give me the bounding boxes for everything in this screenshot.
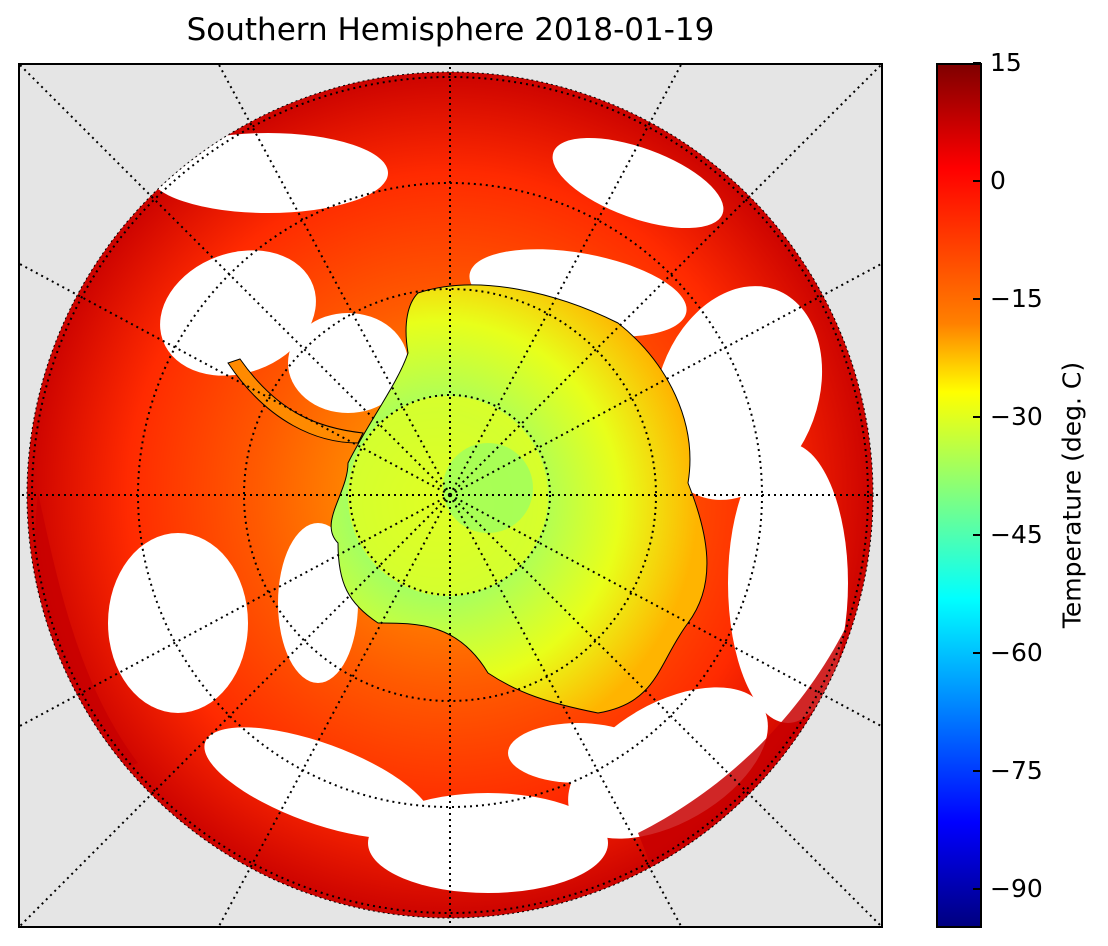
map-boundary	[26, 71, 874, 919]
colorbar-label: Temperature (deg. C)	[1057, 361, 1087, 629]
colorbar-tick-mark	[973, 533, 981, 536]
colorbar-tick-label: −15	[990, 283, 1043, 313]
colorbar-tick-label: −45	[990, 519, 1043, 549]
colorbar-tick-label: −75	[990, 755, 1043, 785]
map-border	[18, 63, 883, 928]
colorbar-tick-mark	[973, 179, 981, 182]
polar-map[interactable]	[18, 63, 883, 928]
antarctic-peninsula	[227, 358, 364, 444]
graticule	[18, 63, 883, 928]
colorbar-tick-mark	[973, 415, 981, 418]
colorbar-tick-mark	[973, 887, 981, 890]
colorbar-tick-mark	[973, 651, 981, 654]
colorbar	[936, 63, 982, 928]
polar-center	[443, 443, 533, 533]
colorbar-tick-label: 15	[990, 48, 1022, 77]
colorbar-tick-label: −90	[990, 873, 1043, 903]
map-title: Southern Hemisphere 2018-01-19	[186, 12, 715, 48]
colorbar-tick-label: −60	[990, 637, 1043, 667]
colorbar-tick-mark	[973, 62, 981, 64]
colorbar-tick-mark	[973, 297, 981, 300]
colorbar-tick-label: 0	[990, 165, 1006, 195]
colorbar-tick-mark	[973, 769, 981, 772]
colorbar-tick-label: −30	[990, 401, 1043, 431]
